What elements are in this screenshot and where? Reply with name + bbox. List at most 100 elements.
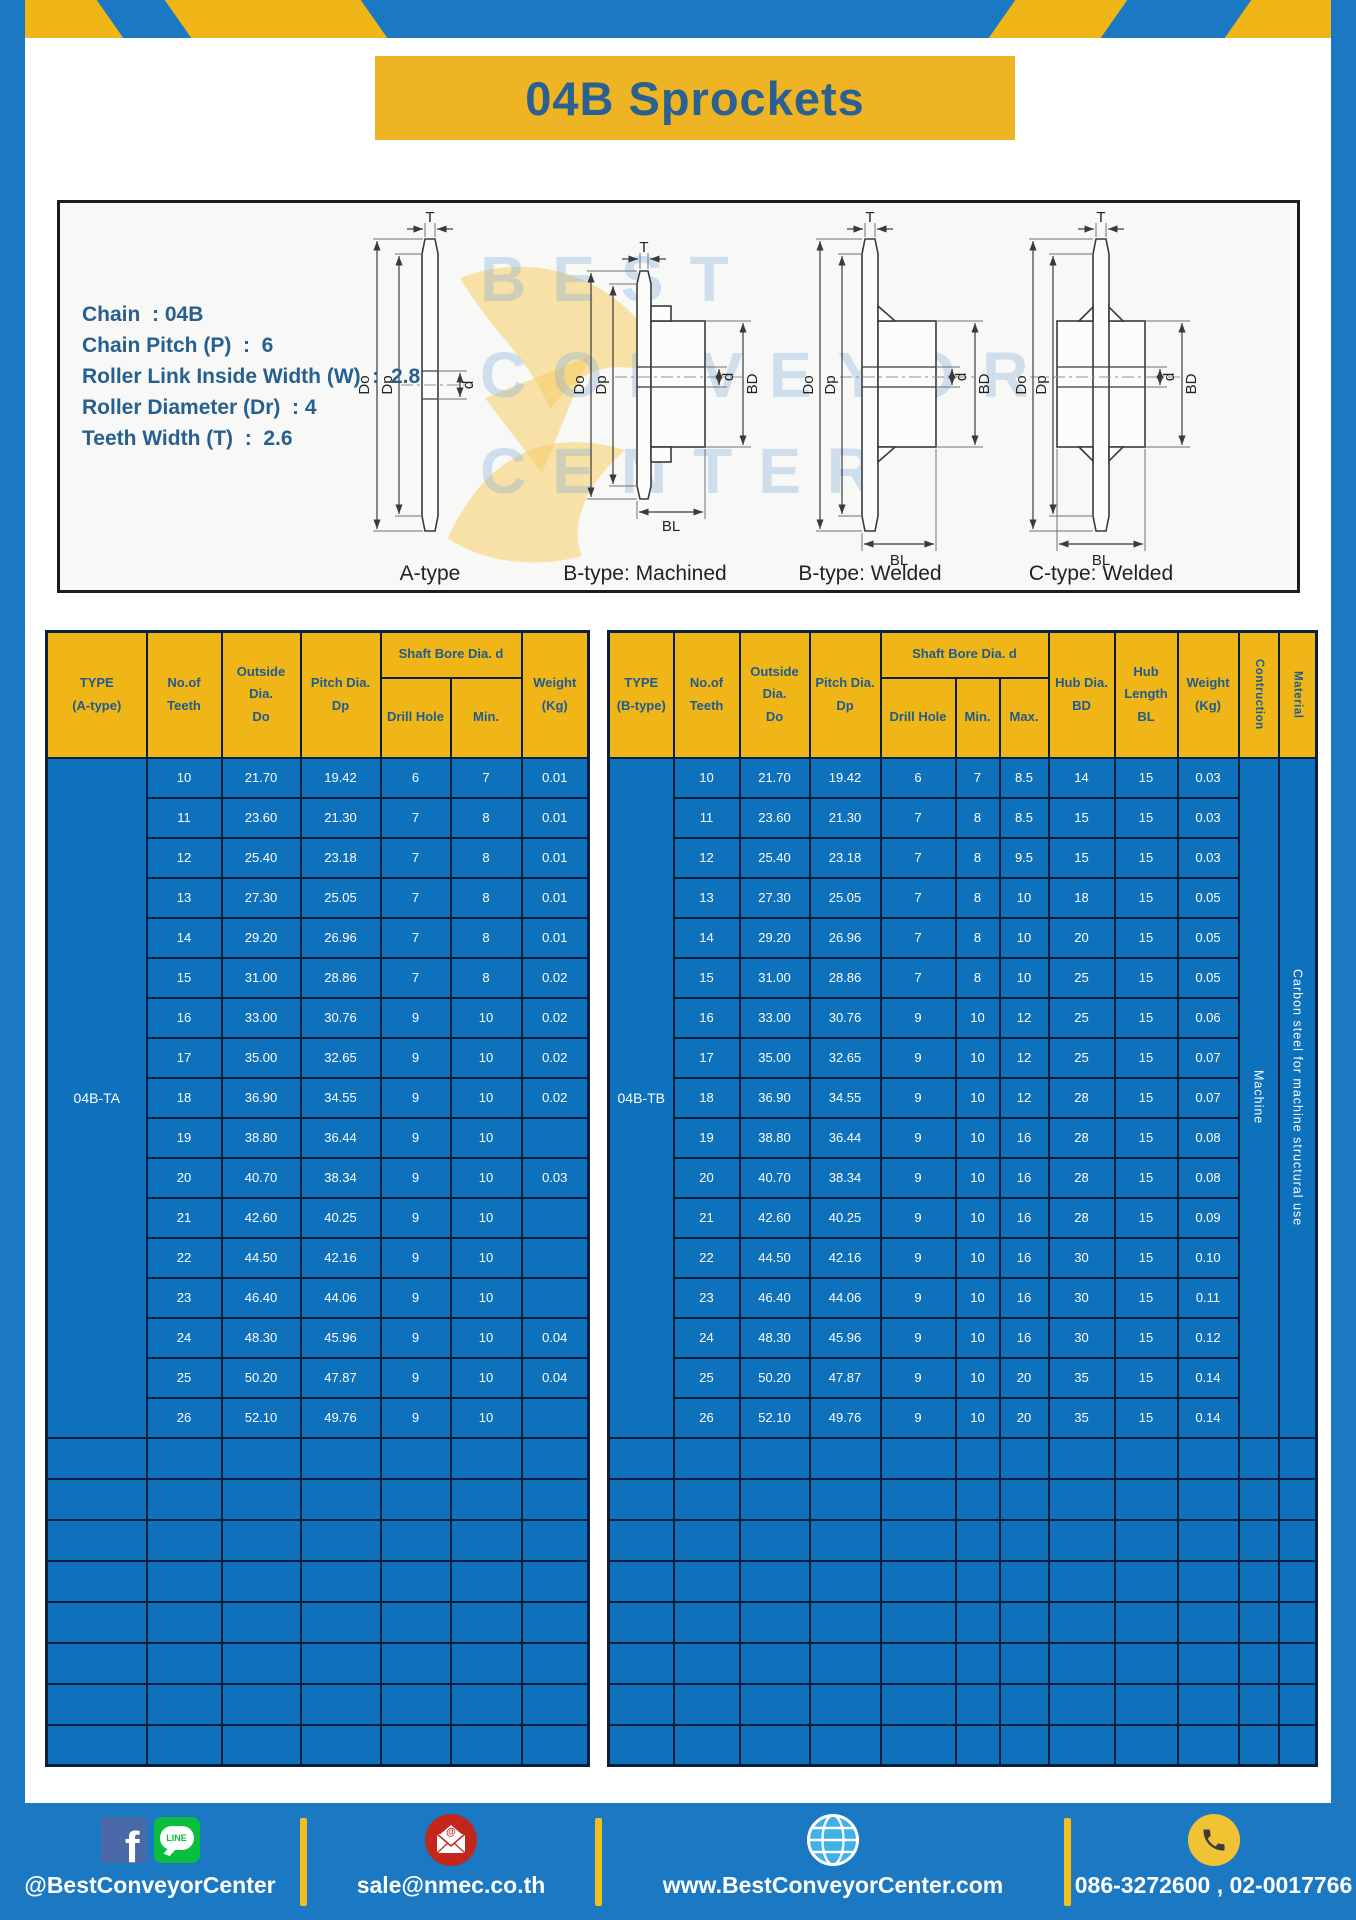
table-cell	[1237, 1477, 1280, 1521]
table-cell	[145, 1477, 223, 1521]
table-cell: 16	[998, 1156, 1050, 1199]
table-cell	[1277, 1477, 1318, 1521]
table-cell	[607, 1641, 675, 1685]
table-cell	[299, 1723, 382, 1767]
table-cell: 10	[954, 1076, 1001, 1119]
table-cell	[607, 1559, 675, 1603]
table-cell	[520, 1396, 590, 1439]
table-cell: 9	[379, 1236, 452, 1279]
mail-icon[interactable]: @	[424, 1813, 478, 1867]
table-cell	[1277, 1641, 1318, 1685]
table-row: 22 44.50 42.16 9 10 16 30 15 0.10	[609, 1236, 1317, 1279]
table-cell: 49.76	[808, 1396, 882, 1439]
table-cell	[1176, 1641, 1240, 1685]
table-cell: 15	[1113, 876, 1179, 919]
type-cell: 04B-TB	[607, 756, 675, 1439]
diagram-a-type: Do Dp T d A-type	[356, 209, 477, 585]
table-cell: 30.76	[299, 996, 382, 1039]
table-cell: 16	[998, 1196, 1050, 1239]
table-cell	[220, 1518, 302, 1562]
table-cell	[1277, 1436, 1318, 1480]
dim-label-bl: BL	[890, 552, 908, 569]
table-cell: 28.86	[808, 956, 882, 999]
facebook-handle[interactable]: @BestConveyorCenter	[24, 1872, 276, 1898]
table-cell: 34.55	[299, 1076, 382, 1119]
table-cell	[379, 1518, 452, 1562]
table-cell	[45, 1477, 148, 1521]
table-cell: 10	[449, 1076, 523, 1119]
table-cell: 28	[1047, 1116, 1116, 1159]
table-cell	[879, 1600, 957, 1644]
table-cell	[220, 1436, 302, 1480]
table-cell	[738, 1600, 811, 1644]
table-row: 15 31.00 28.86 7 8 10 25 15 0.05	[609, 956, 1317, 999]
phone-icon[interactable]	[1187, 1813, 1241, 1867]
table-cell: 8	[449, 796, 523, 839]
table-cell	[45, 1436, 148, 1480]
line-icon[interactable]: LINE	[153, 1817, 200, 1863]
footer-phone[interactable]: 086-3272600 , 02-0017766	[1074, 1872, 1353, 1898]
table-cell	[1176, 1600, 1240, 1644]
table-row: 24 48.30 45.96 9 10 0.04	[47, 1316, 590, 1359]
table-cell: 10	[449, 1316, 523, 1359]
table-cell: 14	[672, 916, 741, 959]
table-cell: 34.55	[808, 1076, 882, 1119]
table-cell	[738, 1436, 811, 1480]
table-cell: 15	[1113, 1356, 1179, 1399]
table-cell	[1277, 1518, 1318, 1562]
table-cell: 20	[998, 1356, 1050, 1399]
dim-label-do: Do	[571, 375, 588, 394]
table-cell	[520, 1641, 590, 1685]
table-cell	[954, 1518, 1001, 1562]
table-cell: 29.20	[738, 916, 811, 959]
table-cell: 14	[145, 916, 223, 959]
watermark-line: CONVEYOR	[480, 339, 1055, 411]
sprocket-table-b: TYPE (B-type) No.of Teeth Outside Dia. D…	[607, 630, 1318, 1767]
table-cell: 10	[449, 996, 523, 1039]
table-cell: 10	[954, 1156, 1001, 1199]
header-drill-hole: Drill Hole	[879, 676, 957, 759]
table-cell: 27.30	[738, 876, 811, 919]
table-cell: 20	[1047, 916, 1116, 959]
table-cell	[672, 1518, 741, 1562]
sprocket-table-a: TYPE (A-type) No.of Teeth Outside Dia. D…	[45, 630, 590, 1767]
table-cell	[1237, 1518, 1280, 1562]
table-cell: 19.42	[808, 756, 882, 799]
table-cell: 17	[145, 1036, 223, 1079]
empty-table-row	[607, 1477, 1318, 1521]
footer-email[interactable]: sale@nmec.co.th	[356, 1872, 546, 1898]
footer-website[interactable]: www.BestConveyorCenter.com	[662, 1872, 1004, 1898]
table-cell: 10	[145, 756, 223, 799]
table-cell	[220, 1641, 302, 1685]
table-cell	[379, 1436, 452, 1480]
table-cell: 9	[379, 1036, 452, 1079]
table-cell	[520, 1436, 590, 1480]
table-row: 23 46.40 44.06 9 10 16 30 15 0.11	[609, 1276, 1317, 1319]
table-cell	[45, 1518, 148, 1562]
dim-label-dp: Dp	[593, 375, 610, 394]
facebook-icon[interactable]: f	[100, 1817, 147, 1863]
table-cell	[607, 1723, 675, 1767]
table-cell: 12	[998, 1036, 1050, 1079]
table-row: 18 36.90 34.55 9 10 12 28 15 0.07	[609, 1076, 1317, 1119]
dim-label-t: T	[425, 209, 434, 226]
header-material: Material	[1277, 630, 1318, 759]
table-cell: 38.80	[220, 1116, 302, 1159]
table-cell	[738, 1723, 811, 1767]
globe-icon[interactable]	[806, 1813, 860, 1867]
table-cell: 12	[998, 996, 1050, 1039]
footer-facebook-section: f LINE @BestConveyorCenter	[0, 1803, 300, 1920]
table-cell: 47.87	[299, 1356, 382, 1399]
table-cell: 18	[672, 1076, 741, 1119]
watermark-logo	[448, 266, 670, 563]
spec-line: Roller Diameter (Dr) : 4	[82, 396, 317, 419]
dim-label-dp: Dp	[1033, 375, 1050, 394]
table-cell: 23.18	[299, 836, 382, 879]
table-cell	[145, 1559, 223, 1603]
table-cell: 0.02	[520, 1036, 590, 1079]
table-cell: 44.06	[299, 1276, 382, 1319]
table-cell: 8	[449, 836, 523, 879]
table-cell	[449, 1477, 523, 1521]
table-cell: 42.16	[808, 1236, 882, 1279]
table-cell: 36.44	[808, 1116, 882, 1159]
